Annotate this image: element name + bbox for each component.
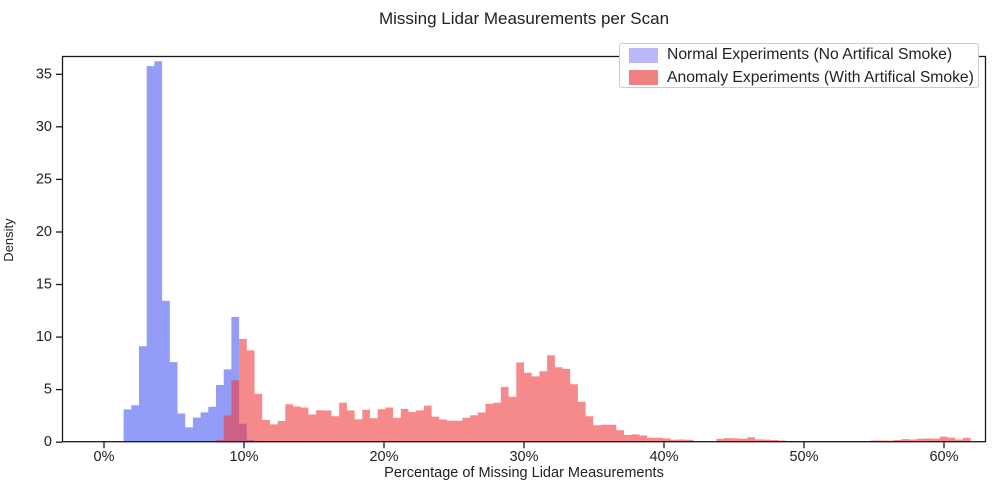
svg-text:15: 15 xyxy=(36,277,52,293)
svg-text:0: 0 xyxy=(44,434,52,450)
svg-text:25: 25 xyxy=(36,171,52,187)
svg-text:10: 10 xyxy=(36,329,52,345)
svg-text:0%: 0% xyxy=(94,449,115,465)
svg-text:30: 30 xyxy=(36,119,52,135)
svg-text:20%: 20% xyxy=(369,449,398,465)
svg-text:10%: 10% xyxy=(229,449,258,465)
svg-text:35: 35 xyxy=(36,66,52,82)
svg-text:40%: 40% xyxy=(649,449,678,465)
svg-text:20: 20 xyxy=(36,224,52,240)
svg-text:5: 5 xyxy=(44,382,52,398)
svg-text:50%: 50% xyxy=(789,449,818,465)
svg-text:60%: 60% xyxy=(929,449,958,465)
svg-text:30%: 30% xyxy=(509,449,538,465)
